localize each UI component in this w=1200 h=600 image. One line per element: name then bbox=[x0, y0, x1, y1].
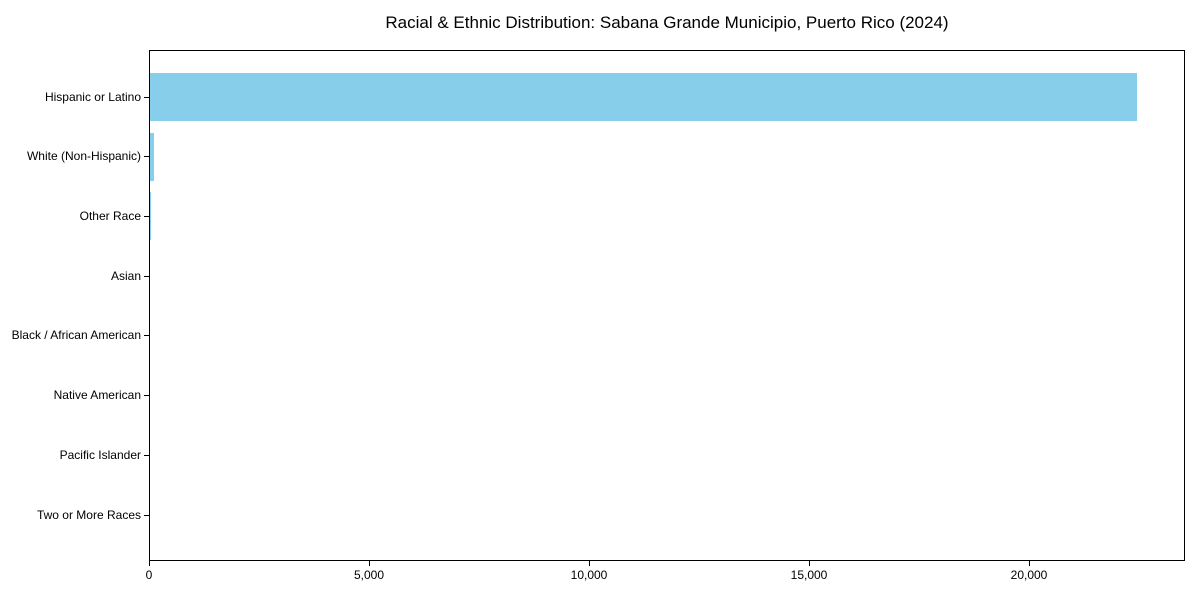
x-tick-label: 5,000 bbox=[353, 568, 385, 582]
bar-hispanic-or-latino bbox=[150, 73, 1137, 121]
y-tick-label: Other Race bbox=[79, 208, 141, 223]
x-tick-label: 10,000 bbox=[570, 568, 608, 582]
y-tick-mark bbox=[144, 215, 149, 217]
bar-white-non-hispanic bbox=[150, 132, 154, 181]
x-tick-label: 0 bbox=[145, 568, 153, 582]
x-tick-mark bbox=[1028, 561, 1030, 566]
bar-other-race bbox=[150, 192, 152, 241]
y-tick-mark bbox=[144, 156, 149, 158]
x-tick-mark bbox=[148, 561, 150, 566]
y-tick-label: Pacific Islander bbox=[59, 447, 141, 462]
y-tick-mark bbox=[144, 275, 149, 277]
y-tick-label: Native American bbox=[53, 388, 141, 403]
x-tick-mark bbox=[808, 561, 810, 566]
y-tick-label: White (Non-Hispanic) bbox=[26, 149, 141, 164]
y-tick-label: Black / African American bbox=[11, 328, 141, 343]
chart-title: Racial & Ethnic Distribution: Sabana Gra… bbox=[385, 13, 949, 32]
y-tick-mark bbox=[144, 454, 149, 456]
y-tick-label: Two or More Races bbox=[36, 507, 141, 522]
x-tick-mark bbox=[588, 561, 590, 566]
y-tick-mark bbox=[144, 395, 149, 397]
plot-area bbox=[149, 50, 1185, 561]
y-tick-label: Asian bbox=[110, 268, 141, 283]
y-tick-mark bbox=[144, 96, 149, 98]
y-tick-mark bbox=[144, 514, 149, 516]
y-tick-mark bbox=[144, 335, 149, 337]
y-tick-label: Hispanic or Latino bbox=[44, 89, 141, 104]
x-tick-mark bbox=[368, 561, 370, 566]
x-tick-label: 20,000 bbox=[1010, 568, 1048, 582]
x-tick-label: 15,000 bbox=[790, 568, 828, 582]
